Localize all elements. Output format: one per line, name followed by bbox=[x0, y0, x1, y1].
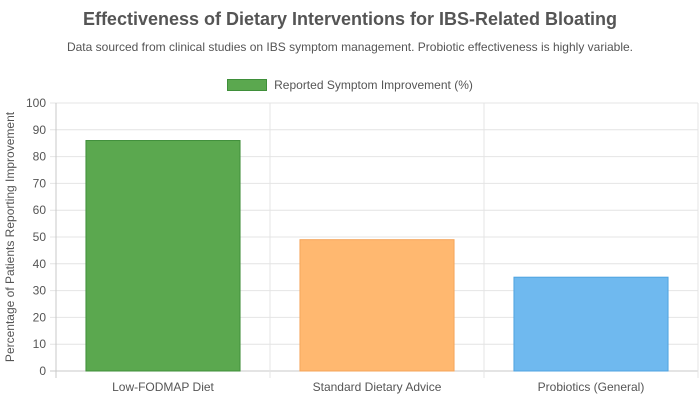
y-tick-label: 70 bbox=[33, 176, 47, 190]
x-tick-label: Low-FODMAP Diet bbox=[112, 380, 214, 394]
legend[interactable]: Reported Symptom Improvement (%) bbox=[0, 78, 700, 92]
y-tick-label: 100 bbox=[26, 96, 46, 110]
y-axis-label: Percentage of Patients Reporting Improve… bbox=[3, 111, 17, 362]
y-tick-label: 60 bbox=[33, 203, 47, 217]
bar[interactable] bbox=[299, 239, 455, 372]
x-tick-label: Probiotics (General) bbox=[538, 380, 645, 394]
legend-label: Reported Symptom Improvement (%) bbox=[274, 78, 473, 92]
y-tick-label: 20 bbox=[33, 310, 47, 324]
y-tick-label: 50 bbox=[33, 230, 47, 244]
y-tick-label: 40 bbox=[33, 257, 47, 271]
legend-swatch bbox=[227, 79, 268, 91]
x-tick-label: Standard Dietary Advice bbox=[313, 380, 442, 394]
y-tick-label: 10 bbox=[33, 337, 47, 351]
chart-subtitle: Data sourced from clinical studies on IB… bbox=[66, 40, 634, 54]
x-axis-ticks: Low-FODMAP Diet Standard Dietary Advice Pr… bbox=[112, 380, 644, 394]
y-tick-label: 80 bbox=[33, 150, 47, 164]
y-tick-label: 90 bbox=[33, 123, 47, 137]
bars bbox=[85, 140, 669, 372]
y-tick-label: 30 bbox=[33, 284, 47, 298]
bar[interactable] bbox=[85, 140, 241, 372]
chart-title: Effectiveness of Dietary Interventions f… bbox=[82, 9, 618, 29]
y-axis-ticks: 0 10 20 30 40 50 60 70 80 90 100 bbox=[26, 96, 46, 378]
bar[interactable] bbox=[513, 276, 669, 372]
y-tick-label: 0 bbox=[39, 364, 46, 378]
